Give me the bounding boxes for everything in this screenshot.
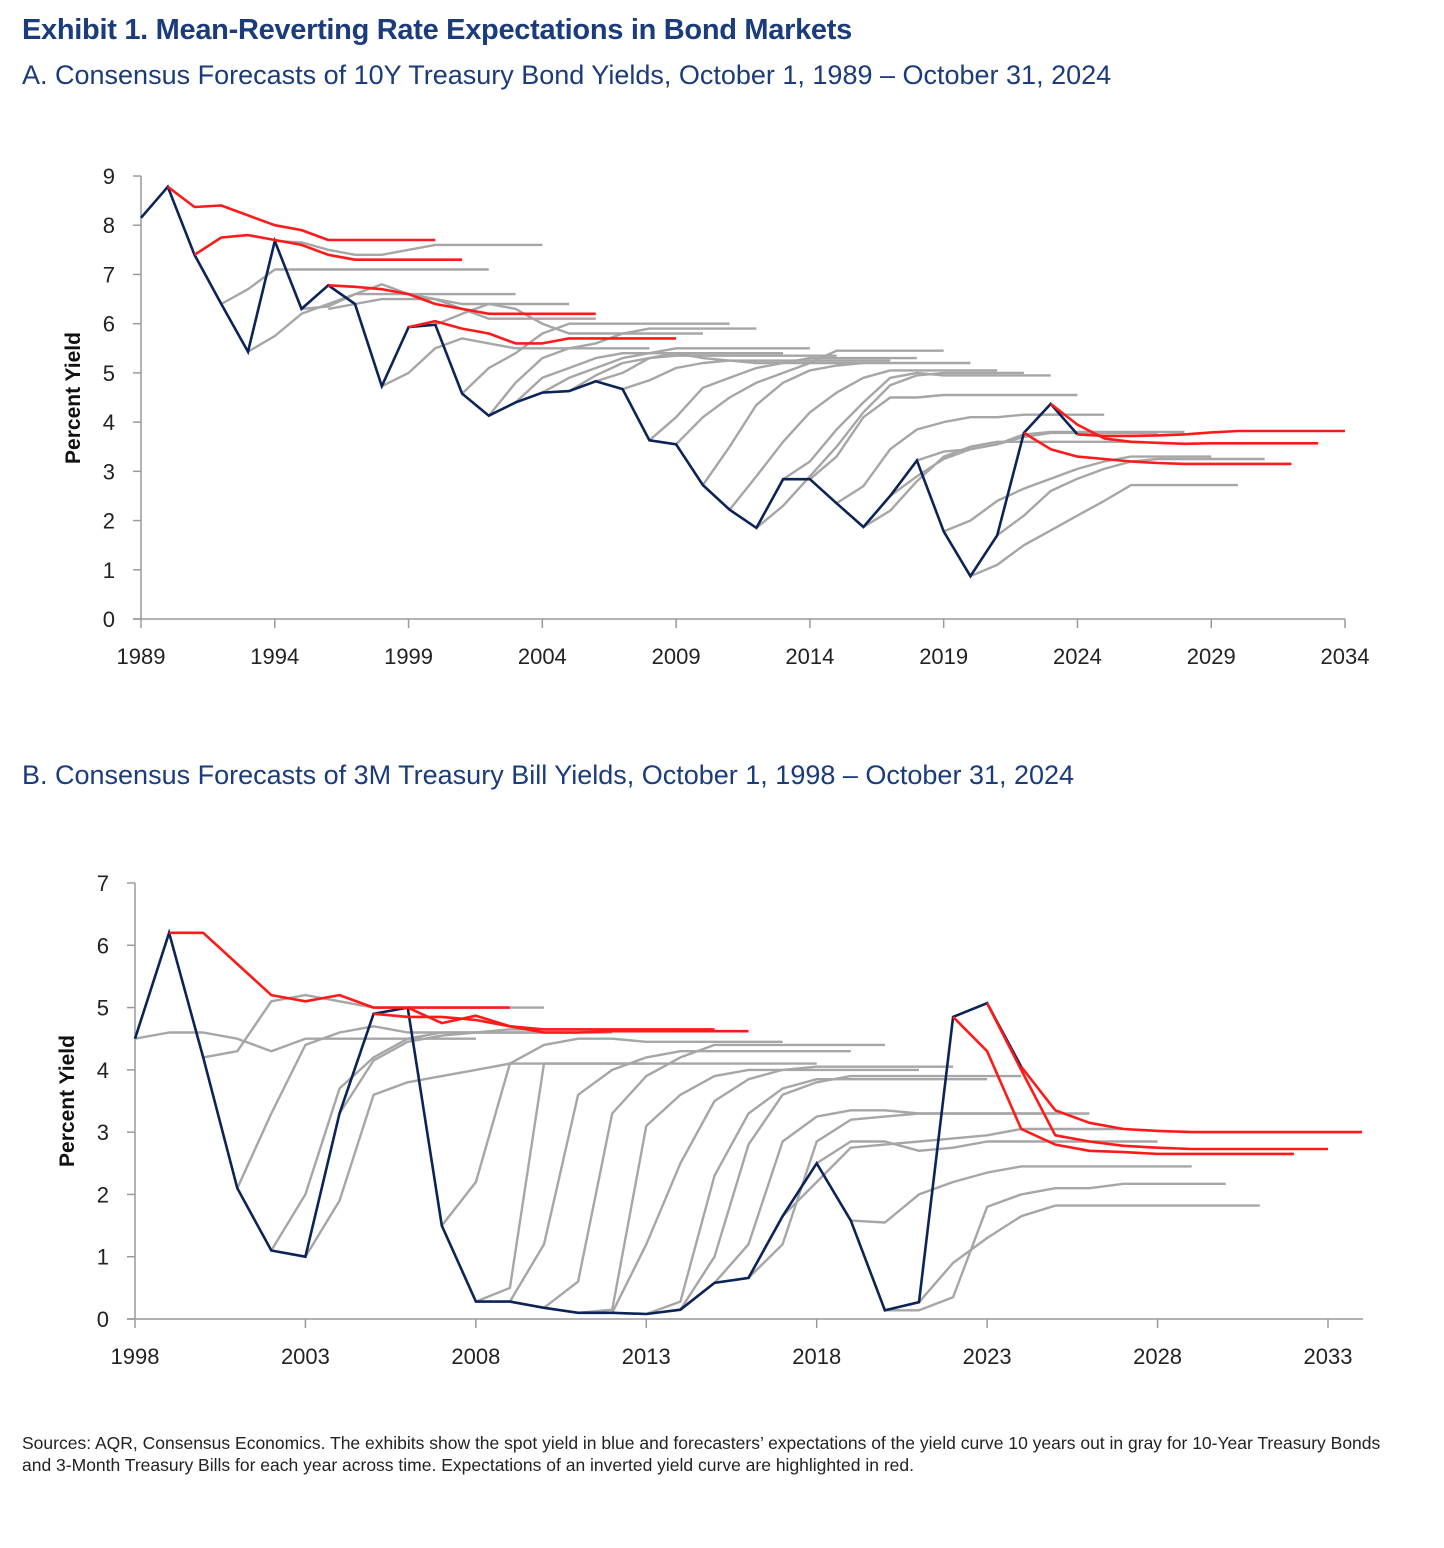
chart-a-forecast-line-2000 xyxy=(434,302,703,335)
chart-a-forecast-line-2020 xyxy=(969,483,1238,578)
chart-b-y-tick-label: 1 xyxy=(97,1245,109,1270)
chart-a-y-tick-label: 2 xyxy=(103,509,115,534)
chart-b-inverted-forecast-line-2023 xyxy=(985,1002,1328,1151)
chart-b-inverted-forecast-line-2006 xyxy=(407,1006,749,1034)
chart-b-y-tick-label: 2 xyxy=(97,1182,109,1207)
chart-a-x-tick-label: 2029 xyxy=(1187,644,1236,669)
chart-a-forecast-line-2011 xyxy=(728,369,998,511)
chart-a-x-tick-label: 2004 xyxy=(518,644,567,669)
chart-b-spot-yield-line xyxy=(133,928,1023,1316)
chart-b-forecast-line-2010 xyxy=(543,1043,885,1309)
chart-a-x-tick-label: 2034 xyxy=(1321,644,1370,669)
chart-b-y-tick-label: 0 xyxy=(97,1307,109,1332)
chart-b-x-tick-label: 2013 xyxy=(622,1344,671,1369)
chart-b-3m-bill: 0 1 2 3 4 5 6 7 1998 2003 2008 2013 2018 2023 2028 2033… xyxy=(56,871,1363,1369)
chart-a-forecast-line-2001 xyxy=(461,322,730,395)
chart-a-y-tick-label: 4 xyxy=(103,410,115,435)
chart-a-forecast-line-2002 xyxy=(487,327,757,417)
chart-a-forecast-line-2014 xyxy=(809,393,1078,481)
chart-a-y-tick-label: 5 xyxy=(103,361,115,386)
chart-a-forecast-line-2018 xyxy=(916,430,1185,462)
chart-a-y-tick-label: 7 xyxy=(103,262,115,287)
chart-b-forecast-line-2003 xyxy=(304,1062,647,1258)
chart-b-title: B. Consensus Forecasts of 3M Treasury Bi… xyxy=(22,760,1075,790)
chart-b-inverted-forecast-line-2022 xyxy=(952,1015,1294,1156)
chart-b-x-tick-label: 2033 xyxy=(1304,1344,1353,1369)
chart-b-y-tick-label: 7 xyxy=(97,871,109,896)
chart-a-forecast-line-2008 xyxy=(648,356,917,442)
chart-b-x-tick-label: 2023 xyxy=(963,1344,1012,1369)
exhibit-title: Exhibit 1. Mean-Reverting Rate Expectati… xyxy=(22,14,852,46)
chart-a-y-tick-label: 0 xyxy=(103,607,115,632)
chart-b-forecast-line-2013 xyxy=(645,1077,988,1316)
chart-b-forecast-line-2015 xyxy=(713,1109,1056,1284)
chart-b-forecast-line-2019 xyxy=(850,1165,1192,1224)
chart-b-forecast-line-2014 xyxy=(679,1074,1022,1311)
chart-b-x-tick-label: 2028 xyxy=(1133,1344,1182,1369)
chart-a-x-tick-label: 2024 xyxy=(1053,644,1102,669)
chart-b-forecast-line-2021 xyxy=(918,1204,1260,1303)
chart-a-x-tick-label: 2014 xyxy=(785,644,834,669)
chart-a-forecast-line-1998 xyxy=(381,337,650,388)
chart-a-inverted-forecast-line-1991 xyxy=(193,233,463,262)
chart-a-x-tick-label: 1999 xyxy=(384,644,433,669)
chart-b-forecast-line-2004 xyxy=(338,1028,681,1115)
chart-b-forecast-line-2008 xyxy=(475,1062,817,1303)
chart-b-y-tick-label: 6 xyxy=(97,933,109,958)
chart-a-inverted-forecast-line-1996 xyxy=(328,284,596,316)
chart-b-forecast-line-2009 xyxy=(508,1049,851,1303)
chart-a-spot-yield-line xyxy=(140,184,1079,579)
chart-a-x-tick-label: 1989 xyxy=(117,644,166,669)
chart-a-forecast-line-2012 xyxy=(755,371,1024,529)
chart-a-forecast-line-2007 xyxy=(622,359,891,391)
chart-a-forecast-line-2016 xyxy=(862,440,1131,529)
chart-a-inverted-forecast-line-2022 xyxy=(1023,431,1292,466)
chart-a-title: A. Consensus Forecasts of 10Y Treasury B… xyxy=(22,60,1112,90)
chart-b-y-tick-label: 5 xyxy=(97,996,109,1021)
chart-a-forecast-line-2019 xyxy=(943,455,1212,533)
chart-a-10y-bond: 0 1 2 3 4 5 6 7 8 9 1989 1994 1999 2004 2009 2014 2019 20… xyxy=(62,164,1370,669)
chart-a-forecast-line-2009 xyxy=(675,349,944,446)
chart-a-inverted-forecast-line-1990 xyxy=(167,185,436,242)
chart-b-x-tick-label: 2008 xyxy=(451,1344,500,1369)
chart-b-forecast-line-2018 xyxy=(816,1140,1158,1165)
chart-b-y-tick-label: 3 xyxy=(97,1120,109,1145)
chart-a-y-tick-label: 3 xyxy=(103,459,115,484)
chart-b-x-tick-label: 2018 xyxy=(792,1344,841,1369)
chart-a-y-tick-label: 8 xyxy=(103,213,115,238)
chart-b-x-tick-label: 2003 xyxy=(281,1344,330,1369)
chart-a-inverted-forecast-line-1999 xyxy=(408,319,677,345)
chart-b-y-tick-label: 4 xyxy=(97,1058,109,1083)
chart-b-inverted-forecast-line-1999 xyxy=(169,931,510,1009)
chart-a-inverted-forecast-line-2023 xyxy=(1049,402,1319,446)
chart-b-forecast-line-2007 xyxy=(440,1037,783,1227)
chart-b-inverted-forecast-line-2024 xyxy=(1020,1065,1363,1134)
chart-a-y-axis-title: Percent Yield xyxy=(62,332,85,464)
chart-b-forecast-line-2001 xyxy=(236,1025,579,1189)
chart-b-y-axis-title: Percent Yield xyxy=(56,1035,79,1167)
chart-b-forecast-line-2020 xyxy=(884,1182,1226,1312)
chart-a-forecast-line-2010 xyxy=(701,361,971,486)
chart-a-forecast-line-2013 xyxy=(782,371,1051,481)
chart-a-y-tick-label: 6 xyxy=(103,312,115,337)
chart-b-forecast-line-2017 xyxy=(781,1127,1124,1218)
footnote-sources: Sources: AQR, Consensus Economics. The e… xyxy=(22,1433,1381,1475)
chart-b-x-tick-label: 1998 xyxy=(111,1344,160,1369)
chart-a-forecast-line-2004 xyxy=(541,347,810,394)
chart-a-x-tick-label: 2019 xyxy=(919,644,968,669)
chart-a-forecast-line-1994 xyxy=(274,239,543,257)
chart-b-forecast-line-2012 xyxy=(611,1065,954,1314)
chart-a-y-tick-label: 1 xyxy=(103,558,115,583)
chart-b-forecast-line-2016 xyxy=(747,1112,1090,1279)
chart-a-x-tick-label: 1994 xyxy=(250,644,299,669)
chart-a-forecast-line-2005 xyxy=(568,354,837,393)
chart-b-forecast-line-2011 xyxy=(577,1068,919,1314)
chart-a-y-tick-label: 9 xyxy=(103,164,115,189)
chart-a-forecast-line-1993 xyxy=(247,292,516,353)
chart-a-inverted-forecast-line-2024 xyxy=(1077,429,1345,438)
chart-a-x-tick-label: 2009 xyxy=(652,644,701,669)
